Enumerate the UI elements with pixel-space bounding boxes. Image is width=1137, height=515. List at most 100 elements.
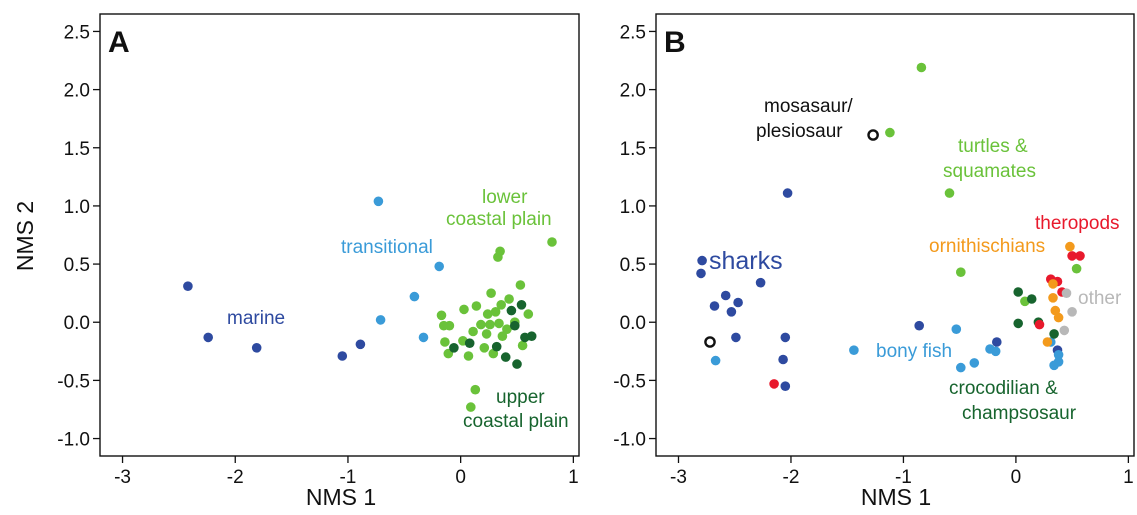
label-crocodilian: crocodilian & xyxy=(949,378,1058,399)
panel-b-point-ornithischians xyxy=(1053,312,1064,323)
panel-a-point-upper-coastal-plain xyxy=(510,320,520,331)
panel-a-point-upper-coastal-plain xyxy=(464,338,475,349)
panel-a-y-tick-label: 2.5 xyxy=(64,22,90,43)
panel-a-point-lower-coastal-plain xyxy=(440,337,450,347)
panel-b-point-sharks xyxy=(778,354,788,365)
panel-a-point-lower-coastal-plain xyxy=(490,307,501,317)
panel-b-point-sharks xyxy=(914,320,924,331)
panel-b-y-tick-label: -0.5 xyxy=(613,371,646,392)
panel-a-frame xyxy=(99,13,580,457)
panel-a-points xyxy=(183,196,557,412)
panel-a-point-marine xyxy=(183,281,193,292)
panel-a-y-tick-label: 0.0 xyxy=(64,313,90,334)
label-transitional: transitional xyxy=(341,237,433,258)
panel-a-point-transitional xyxy=(373,196,384,207)
panel-b-y-tick-label: 0.0 xyxy=(620,313,646,334)
panel-a-point-lower-coastal-plain xyxy=(466,402,476,412)
panel-b-point-sharks xyxy=(992,337,1002,347)
panel-b-point-bony-fish xyxy=(990,346,1001,357)
panel-a-point-lower-coastal-plain xyxy=(485,319,495,330)
panel-b-point-sharks xyxy=(731,332,741,343)
panel-b-point-crocodilian-champsosaur xyxy=(1026,294,1037,304)
panel-b-point-sharks xyxy=(780,332,791,343)
panel-a-point-marine xyxy=(251,343,262,353)
panel-b-point-sharks xyxy=(782,188,793,198)
panel-b-point-turtles-squamates xyxy=(885,127,895,138)
panel-a-x-axis-title: NMS 1 xyxy=(306,484,376,510)
panel-b-point-ornithischians xyxy=(1042,337,1053,347)
panel-a-point-lower-coastal-plain xyxy=(504,294,514,304)
panel-a-point-transitional xyxy=(409,291,420,302)
panel-b-point-crocodilian-champsosaur xyxy=(1049,329,1059,339)
panel-b-frame xyxy=(655,13,1135,457)
panel-b-point-sharks xyxy=(733,297,743,308)
panel-b-y-tick-label: -1.0 xyxy=(613,430,646,451)
panel-b-point-bony-fish xyxy=(710,355,721,366)
panel-a-point-lower-coastal-plain xyxy=(523,309,534,319)
label-other: other xyxy=(1078,288,1122,309)
panel-a-y-tick-label: 1.0 xyxy=(64,197,90,218)
panel-a-x-tick-label: 1 xyxy=(568,467,579,488)
panel-a-point-upper-coastal-plain xyxy=(449,343,459,353)
panel-a-point-upper-coastal-plain xyxy=(520,332,530,343)
panel-a-y-tick-label: 0.5 xyxy=(64,255,90,276)
panel-b-point-sharks xyxy=(709,301,720,311)
panel-b-x-tick-label: -2 xyxy=(783,467,800,488)
panel-b-point-other xyxy=(1059,325,1070,336)
label-squamates: squamates xyxy=(943,161,1036,182)
panel-b-y-tick-label: 1.0 xyxy=(620,197,646,218)
label-ornithischians: ornithischians xyxy=(929,236,1045,257)
panel-b-ticks: -3 -2 -1 0 1 -1.0 -0.5 0.0 0.5 1.0 1.5 2.0 2.5 xyxy=(613,22,1133,488)
panel-b-point-theropods xyxy=(1034,319,1045,330)
panel-b-point-turtles-squamates xyxy=(944,188,955,198)
panel-b-point-mosasaur-plesiosaur xyxy=(704,336,716,348)
panel-a: A -3 -2 -1 0 1 -1.0 -0.5 0.0 0.5 1.0 1.5 2.0 2.5 NMS… xyxy=(12,13,580,510)
panel-a-x-tick-label: 0 xyxy=(455,467,466,488)
panel-b-point-theropods xyxy=(1075,251,1085,261)
label-mosasaur: mosasaur/ xyxy=(764,96,853,117)
panel-a-point-lower-coastal-plain xyxy=(502,324,512,335)
panel-b-x-axis-title: NMS 1 xyxy=(861,484,931,510)
label-champsosaur: champsosaur xyxy=(962,403,1077,424)
panel-a-point-lower-coastal-plain xyxy=(482,309,493,319)
panel-a-point-lower-coastal-plain xyxy=(476,319,486,330)
panel-b-point-crocodilian-champsosaur xyxy=(1013,287,1023,297)
panel-b-points xyxy=(696,62,1085,392)
panel-b-point-ornithischians xyxy=(1048,279,1058,289)
panel-a-point-upper-coastal-plain xyxy=(516,300,527,310)
panel-b-point-mosasaur-plesiosaur xyxy=(867,129,879,141)
panel-b-point-bony-fish xyxy=(969,358,980,368)
panel-a-point-lower-coastal-plain xyxy=(493,252,503,262)
panel-a-y-tick-label: 1.5 xyxy=(64,139,90,160)
panel-b-y-tick-label: 2.0 xyxy=(620,81,646,102)
label-plesiosaur: plesiosaur xyxy=(756,121,843,142)
panel-b-letter: B xyxy=(664,26,686,59)
panel-a-point-marine xyxy=(355,339,366,350)
label-turtles: turtles & xyxy=(958,136,1028,157)
panel-b-point-ornithischians xyxy=(1048,293,1058,303)
panel-b-point-bony-fish xyxy=(849,345,859,356)
panel-a-point-transitional xyxy=(418,332,429,343)
panel-a-point-marine xyxy=(203,332,213,343)
panel-b-point-turtles-squamates xyxy=(956,267,966,278)
panel-a-point-lower-coastal-plain xyxy=(436,310,447,321)
panel-a-point-lower-coastal-plain xyxy=(463,351,474,361)
panel-a-x-tick-label: -2 xyxy=(227,467,244,488)
panel-b-point-sharks xyxy=(755,277,766,288)
panel-a-point-lower-coastal-plain xyxy=(515,280,526,290)
panel-b-point-other xyxy=(1061,288,1072,299)
panel-b-point-bony-fish xyxy=(951,324,962,335)
panel-b-point-ornithischians xyxy=(1065,241,1075,252)
label-upper: upper xyxy=(496,387,545,408)
panel-a-y-tick-label: 2.0 xyxy=(64,81,90,102)
panel-b-point-sharks xyxy=(780,381,791,392)
label-sharks: sharks xyxy=(709,247,783,275)
label-theropods: theropods xyxy=(1035,213,1120,234)
panel-b-point-turtles-squamates xyxy=(916,62,927,73)
panel-a-point-lower-coastal-plain xyxy=(496,300,507,310)
panel-b-x-tick-label: 0 xyxy=(1011,467,1022,488)
panel-a-point-lower-coastal-plain xyxy=(494,318,504,329)
panel-a-point-upper-coastal-plain xyxy=(506,305,517,316)
panel-a-y-tick-label: -1.0 xyxy=(57,430,90,451)
label-marine: marine xyxy=(227,308,285,329)
